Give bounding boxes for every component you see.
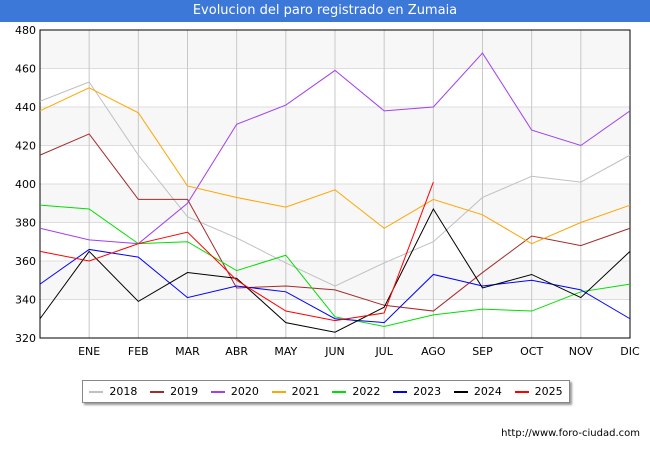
x-tick-label: JUN xyxy=(324,345,345,358)
series-line-2025 xyxy=(39,181,434,322)
legend-swatch xyxy=(210,390,225,393)
x-tick-label: MAR xyxy=(175,345,200,358)
x-tick-label: JUL xyxy=(374,345,393,358)
plot-border xyxy=(39,29,631,339)
legend-swatch xyxy=(332,390,347,393)
y-tick-label: 460 xyxy=(15,63,36,76)
legend-item-2024: 2024 xyxy=(453,385,502,398)
legend-swatch xyxy=(150,390,165,393)
x-tick-label: ABR xyxy=(225,345,248,358)
chart-title: Evolucion del paro registrado en Zumaia xyxy=(0,0,650,22)
x-tick-label: AGO xyxy=(421,345,446,358)
legend-swatch xyxy=(514,390,529,393)
legend-item-2018: 2018 xyxy=(89,385,137,398)
legend-label: 2024 xyxy=(473,385,502,398)
y-tick-label: 440 xyxy=(15,101,36,114)
legend-label: 2020 xyxy=(230,385,259,398)
y-tick-label: 420 xyxy=(15,140,36,153)
y-tick-label: 480 xyxy=(15,24,36,37)
x-tick-label: DIC xyxy=(620,345,640,358)
y-tick-label: 400 xyxy=(15,178,36,191)
legend-item-2019: 2019 xyxy=(150,385,198,398)
y-tick-label: 320 xyxy=(15,332,36,345)
legend-swatch xyxy=(453,390,468,393)
legend-swatch xyxy=(271,390,286,393)
x-tick-label: MAY xyxy=(274,345,297,358)
legend: 2018 2019 2020 2021 2022 2023 2024 2025 xyxy=(82,380,570,403)
legend-label: 2019 xyxy=(170,385,199,398)
legend-label: 2021 xyxy=(291,385,320,398)
legend-swatch xyxy=(89,390,104,393)
series-line-2023 xyxy=(39,248,631,324)
y-tick-label: 340 xyxy=(15,294,36,307)
legend-label: 2023 xyxy=(413,385,442,398)
legend-item-2020: 2020 xyxy=(210,385,259,398)
legend-label: 2022 xyxy=(352,385,381,398)
y-tick-label: 360 xyxy=(15,255,36,268)
legend-swatch xyxy=(393,390,408,393)
source-url[interactable]: http://www.foro-ciudad.com xyxy=(501,428,640,439)
legend-label: 2018 xyxy=(109,385,138,398)
x-tick-label: OCT xyxy=(520,345,543,358)
x-tick-label: ENE xyxy=(78,345,100,358)
legend-item-2023: 2023 xyxy=(393,385,441,398)
y-tick-label: 380 xyxy=(15,217,36,230)
x-tick-label: FEB xyxy=(128,345,149,358)
series-line-2019 xyxy=(39,133,631,312)
series-line-2021 xyxy=(39,87,631,245)
legend-item-2025: 2025 xyxy=(514,385,563,398)
series-line-2024 xyxy=(39,208,631,333)
legend-item-2021: 2021 xyxy=(271,385,320,398)
series-line-2018 xyxy=(39,81,631,287)
x-tick-label: SEP xyxy=(472,345,493,358)
legend-label: 2025 xyxy=(534,385,563,398)
x-tick-label: NOV xyxy=(569,345,594,358)
legend-item-2022: 2022 xyxy=(332,385,380,398)
